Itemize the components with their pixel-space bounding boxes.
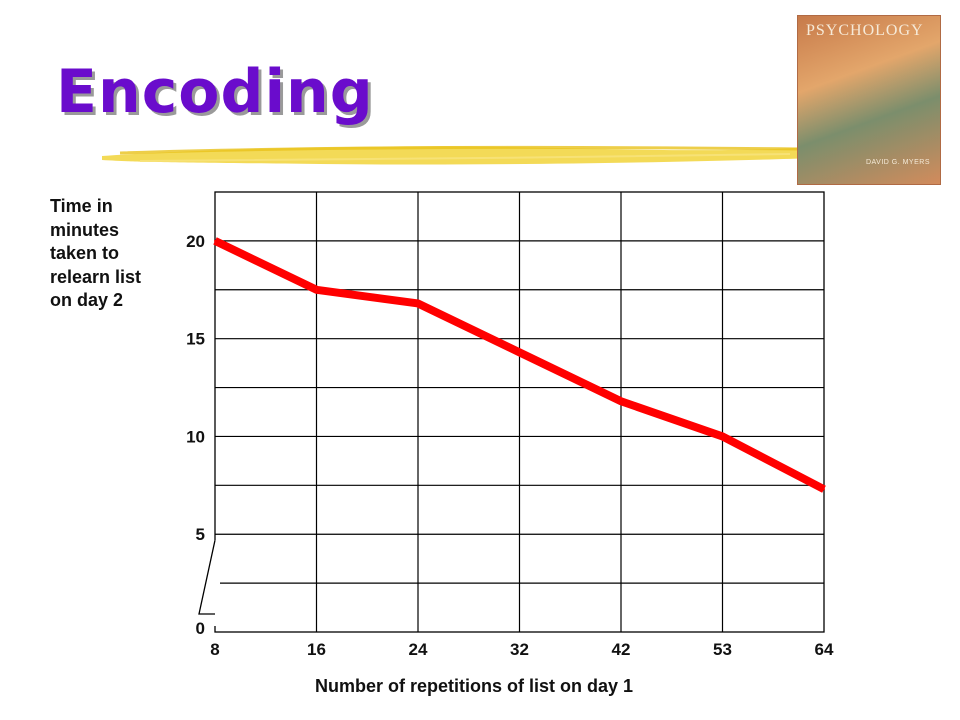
data-point: [823, 488, 825, 491]
x-axis-label: Number of repetitions of list on day 1: [315, 676, 634, 696]
data-point: [518, 351, 521, 354]
y-tick-label: 0: [196, 619, 205, 638]
data-point: [417, 302, 419, 305]
y-tick-label: 15: [186, 330, 205, 349]
x-tick-label: 32: [510, 640, 529, 659]
y-tick-label: 10: [186, 427, 205, 446]
x-tick-label: 24: [409, 640, 428, 659]
y-tick-label: 5: [196, 525, 205, 544]
book-cover-title: PSYCHOLOGY: [806, 22, 924, 39]
y-axis-label: Time in minutes taken to relearn list on…: [50, 196, 142, 310]
axis-break-gap: [212, 540, 220, 626]
x-tick-label: 16: [307, 640, 326, 659]
chart-grid: [214, 191, 825, 633]
yellow-brush-stroke: [102, 145, 816, 165]
x-tick-label: 64: [815, 640, 834, 659]
y-axis-break: [198, 540, 220, 626]
axis-break-mark: [198, 540, 216, 615]
data-point: [315, 288, 318, 291]
tick-label-layer: 8 16 24 32 42 53 64 20 15 10 5 0: [186, 232, 834, 659]
series-line-layer: [213, 237, 826, 493]
slide-title: Encoding: [56, 57, 374, 127]
x-tick-label: 53: [713, 640, 732, 659]
data-point: [214, 239, 216, 242]
book-cover-image: PSYCHOLOGY DAVID G. MYERS: [798, 16, 940, 184]
data-point: [721, 435, 724, 438]
data-point: [620, 400, 622, 403]
x-tick-label: 42: [612, 640, 631, 659]
y-tick-label: 20: [186, 232, 205, 251]
x-tick-label: 8: [210, 640, 219, 659]
book-cover-author: DAVID G. MYERS: [865, 159, 930, 166]
